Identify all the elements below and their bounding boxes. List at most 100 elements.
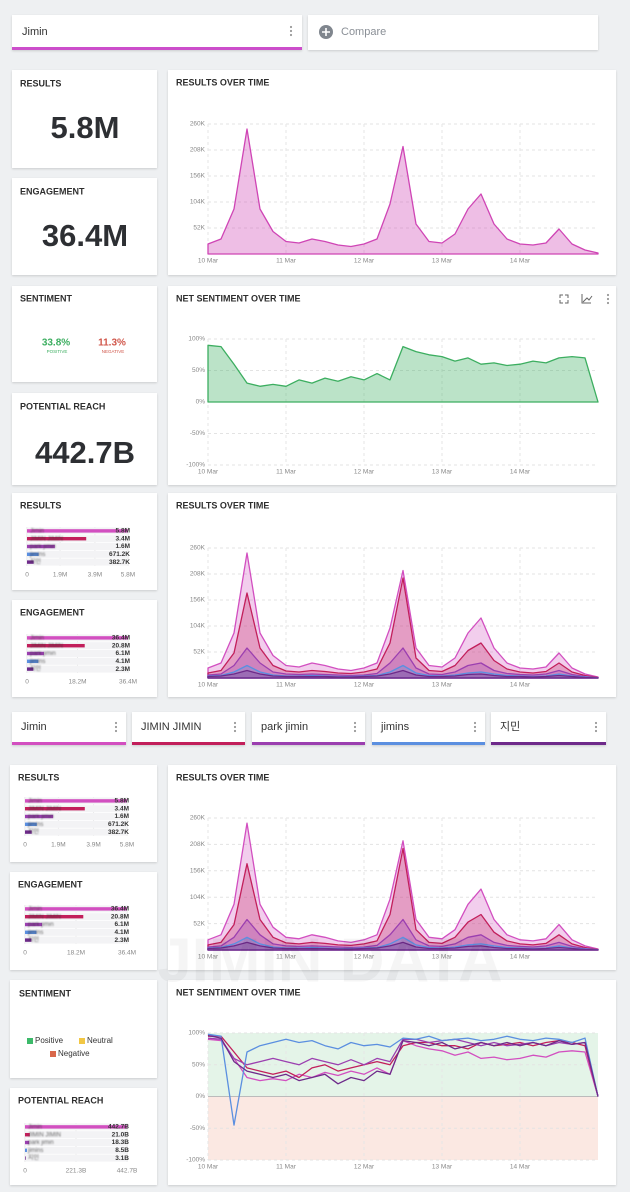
compare-label[interactable]: Compare [341, 26, 386, 38]
tab[interactable] [372, 712, 485, 745]
watermark: JIMIN DATA [157, 926, 503, 995]
value-label: 1.6M [116, 543, 130, 550]
category-label: park jimin [28, 814, 54, 820]
x-tick-label: 11 Mar [276, 469, 297, 476]
x-tick-label: 13 Mar [432, 469, 453, 476]
legend-label: Positive [35, 1036, 64, 1045]
value-label: 2.3M [115, 937, 129, 944]
bar [25, 799, 127, 803]
bar [25, 1156, 26, 1160]
x-tick-label: 1.9M [51, 842, 65, 849]
y-tick-label: 208K [190, 571, 206, 578]
card-value: 442.7B [35, 435, 135, 470]
menu-dot [233, 725, 237, 729]
category-label: 지민 [28, 1154, 39, 1162]
chart-icon[interactable] [581, 294, 593, 304]
area [207, 344, 599, 403]
area [207, 669, 599, 679]
row [25, 1138, 127, 1147]
x-tick-label: 3.9M [88, 572, 102, 579]
category-label: JIMIN JIMIN [30, 536, 63, 542]
menu-dot [353, 729, 357, 733]
tab-menu[interactable] [289, 25, 293, 37]
value-label: 4.1M [116, 658, 130, 665]
y-tick-label: 100% [188, 1030, 205, 1037]
panel-title: NET SENTIMENT OVER TIME [176, 987, 301, 997]
row [25, 828, 127, 836]
compare-plus [322, 28, 330, 36]
y-tick-label: 260K [190, 815, 206, 822]
tab-label[interactable]: Jimin [22, 26, 48, 38]
y-tick-label: -50% [190, 1125, 205, 1132]
tab-label[interactable]: jimins [380, 721, 410, 733]
panel-title: RESULTS OVER TIME [176, 77, 269, 87]
panel-title: ENGAGEMENT [18, 879, 83, 889]
menu-dot [473, 721, 477, 725]
charts: Jimin JIMIN JIMIN park jimin jimins 지민 Positi… [10, 70, 616, 1185]
menu-dot [114, 721, 118, 725]
category-label: Jimin [28, 906, 42, 912]
x-tick-label: 10 Mar [198, 682, 219, 689]
x-tick-label: 14 Mar [510, 258, 531, 265]
x-tick-label: 12 Mar [354, 258, 375, 265]
y-tick-label: 52K [193, 649, 205, 656]
area [207, 936, 599, 951]
y-tick-label: 50% [192, 367, 205, 374]
tab[interactable] [12, 712, 126, 745]
x-tick-label: 221.3B [66, 1168, 87, 1175]
x-tick-label: 12 Mar [354, 954, 375, 961]
y-tick-label: 260K [190, 121, 206, 128]
x-tick-label: 14 Mar [510, 1164, 531, 1171]
tab-label[interactable]: park jimin [261, 721, 308, 733]
category-label: Jimin [28, 1124, 42, 1130]
category-label: JIMIN JIMIN [28, 806, 61, 812]
x-tick-label: 13 Mar [432, 258, 453, 265]
value-label: 2.3M [116, 666, 130, 673]
value-label: 36.4M [111, 906, 129, 913]
x-tick-label: 13 Mar [432, 954, 453, 961]
card-title: POTENTIAL REACH [20, 401, 105, 411]
bar [27, 667, 34, 671]
bar [27, 552, 39, 557]
card-title: RESULTS [20, 78, 61, 88]
x-tick-label: 10 Mar [198, 954, 219, 961]
tab[interactable] [12, 15, 302, 50]
area [207, 128, 599, 255]
tab[interactable] [491, 712, 606, 745]
x-tick-label: 13 Mar [432, 682, 453, 689]
row [25, 1146, 127, 1154]
x-tick-label: 11 Mar [276, 258, 297, 265]
x-tick-label: 14 Mar [510, 954, 531, 961]
tab[interactable] [252, 712, 365, 745]
compare-button[interactable] [308, 15, 598, 50]
row [27, 665, 128, 673]
x-tick-label: 14 Mar [510, 682, 531, 689]
tab[interactable] [132, 712, 245, 745]
area [207, 822, 599, 951]
category-label: Jimin [30, 635, 44, 641]
bar [27, 560, 34, 564]
x-tick-label: 1.9M [53, 572, 67, 579]
value-label: 5.8M [116, 528, 130, 535]
card [10, 980, 157, 1078]
y-tick-label: 156K [190, 597, 206, 604]
panel-title: RESULTS OVER TIME [176, 772, 269, 782]
x-tick-label: 5.8M [120, 842, 134, 849]
panel [168, 286, 616, 485]
category-label: JIMIN JIMIN [30, 643, 63, 649]
positive-value: 33.8% [42, 338, 70, 349]
tab-label[interactable]: Jimin [21, 721, 47, 733]
negative-label: NEGATIVE [102, 349, 124, 354]
bar [25, 907, 127, 911]
x-tick-label: 0 [23, 842, 27, 849]
value-label: 3.1B [115, 1155, 129, 1162]
x-tick-label: 0 [23, 950, 27, 957]
y-tick-label: 52K [193, 225, 205, 232]
fullscreen-icon[interactable] [559, 294, 569, 304]
panel [168, 765, 616, 970]
menu-dot [114, 725, 118, 729]
tab-label[interactable]: 지민 [500, 720, 520, 733]
panel-title: ENGAGEMENT [20, 607, 85, 617]
tab-label[interactable]: JIMIN JIMIN [141, 721, 202, 733]
menu-dot [606, 301, 610, 305]
